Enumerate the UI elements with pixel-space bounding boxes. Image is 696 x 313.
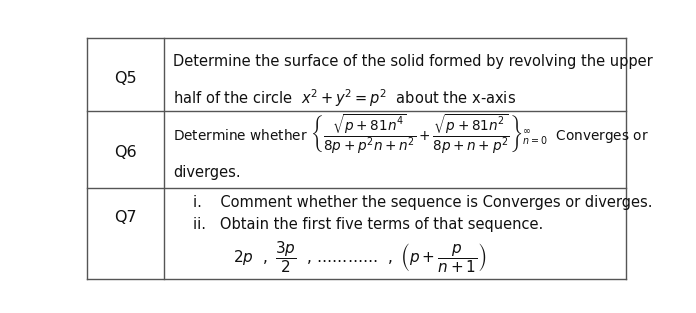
Text: Q7: Q7 xyxy=(114,210,136,225)
Text: half of the circle  $x^2 + y^2 = p^2$  about the x-axis: half of the circle $x^2 + y^2 = p^2$ abo… xyxy=(173,87,516,109)
Text: Determine whether $\left\{\dfrac{\sqrt{p+81n^4}}{8p+p^2n+n^2}+\dfrac{\sqrt{p+81n: Determine whether $\left\{\dfrac{\sqrt{p… xyxy=(173,112,649,156)
Text: Q5: Q5 xyxy=(114,71,136,86)
Text: ii.   Obtain the first five terms of that sequence.: ii. Obtain the first five terms of that … xyxy=(193,217,544,232)
Text: diverges.: diverges. xyxy=(173,165,241,180)
Text: Determine the surface of the solid formed by revolving the upper: Determine the surface of the solid forme… xyxy=(173,54,653,69)
Text: i.    Comment whether the sequence is Converges or diverges.: i. Comment whether the sequence is Conve… xyxy=(193,195,653,210)
Text: Q6: Q6 xyxy=(114,145,136,160)
Text: $2p\ \ ,\ \dfrac{3p}{2}\ \ ,\,\ldots\ldots\ldots\ldots\ \ ,\ \left(p+\dfrac{p}{n: $2p\ \ ,\ \dfrac{3p}{2}\ \ ,\,\ldots\ldo… xyxy=(232,239,487,275)
